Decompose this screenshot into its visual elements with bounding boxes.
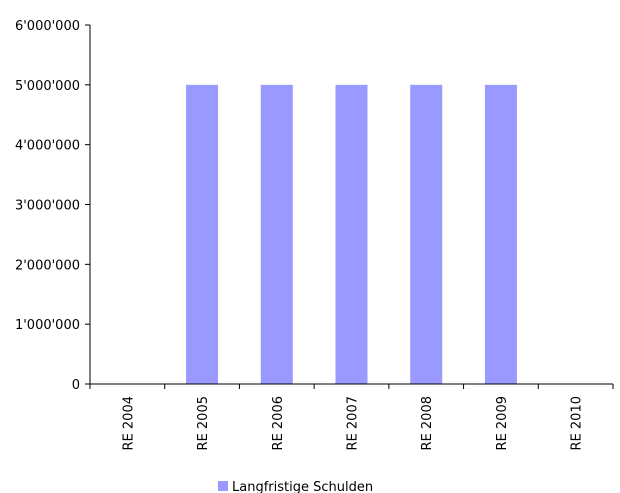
bar	[410, 84, 443, 384]
x-tick-label: RE 2007	[346, 396, 361, 450]
bar	[484, 84, 517, 384]
x-tick-label: RE 2005	[196, 396, 211, 450]
y-tick-label: 6'000'000	[15, 19, 80, 34]
y-tick-label: 3'000'000	[15, 199, 80, 214]
y-axis-ticks: 0 1'000'000 2'000'000 3'000'000 4'000'000 5'0…	[15, 19, 90, 393]
bar	[186, 84, 219, 384]
bar	[260, 84, 293, 384]
x-tick-label: RE 2010	[570, 396, 585, 450]
x-tick-label: RE 2004	[121, 396, 136, 450]
bars-group	[186, 84, 517, 384]
bar	[335, 84, 368, 384]
legend: Langfristige Schulden	[218, 480, 373, 493]
x-tick-label: RE 2008	[420, 396, 435, 450]
y-tick-label: 5'000'000	[15, 79, 80, 94]
legend-swatch	[218, 481, 228, 491]
y-tick-label: 1'000'000	[15, 318, 80, 333]
y-tick-label: 0	[72, 378, 80, 393]
y-tick-label: 2'000'000	[15, 258, 80, 273]
legend-label: Langfristige Schulden	[232, 480, 373, 493]
y-tick-label: 4'000'000	[15, 139, 80, 154]
x-axis-ticks: RE 2004 RE 2005 RE 2006 RE 2007 RE 2008 RE 20…	[89, 384, 614, 450]
x-tick-label: RE 2009	[495, 396, 510, 450]
x-tick-label: RE 2006	[271, 396, 286, 450]
